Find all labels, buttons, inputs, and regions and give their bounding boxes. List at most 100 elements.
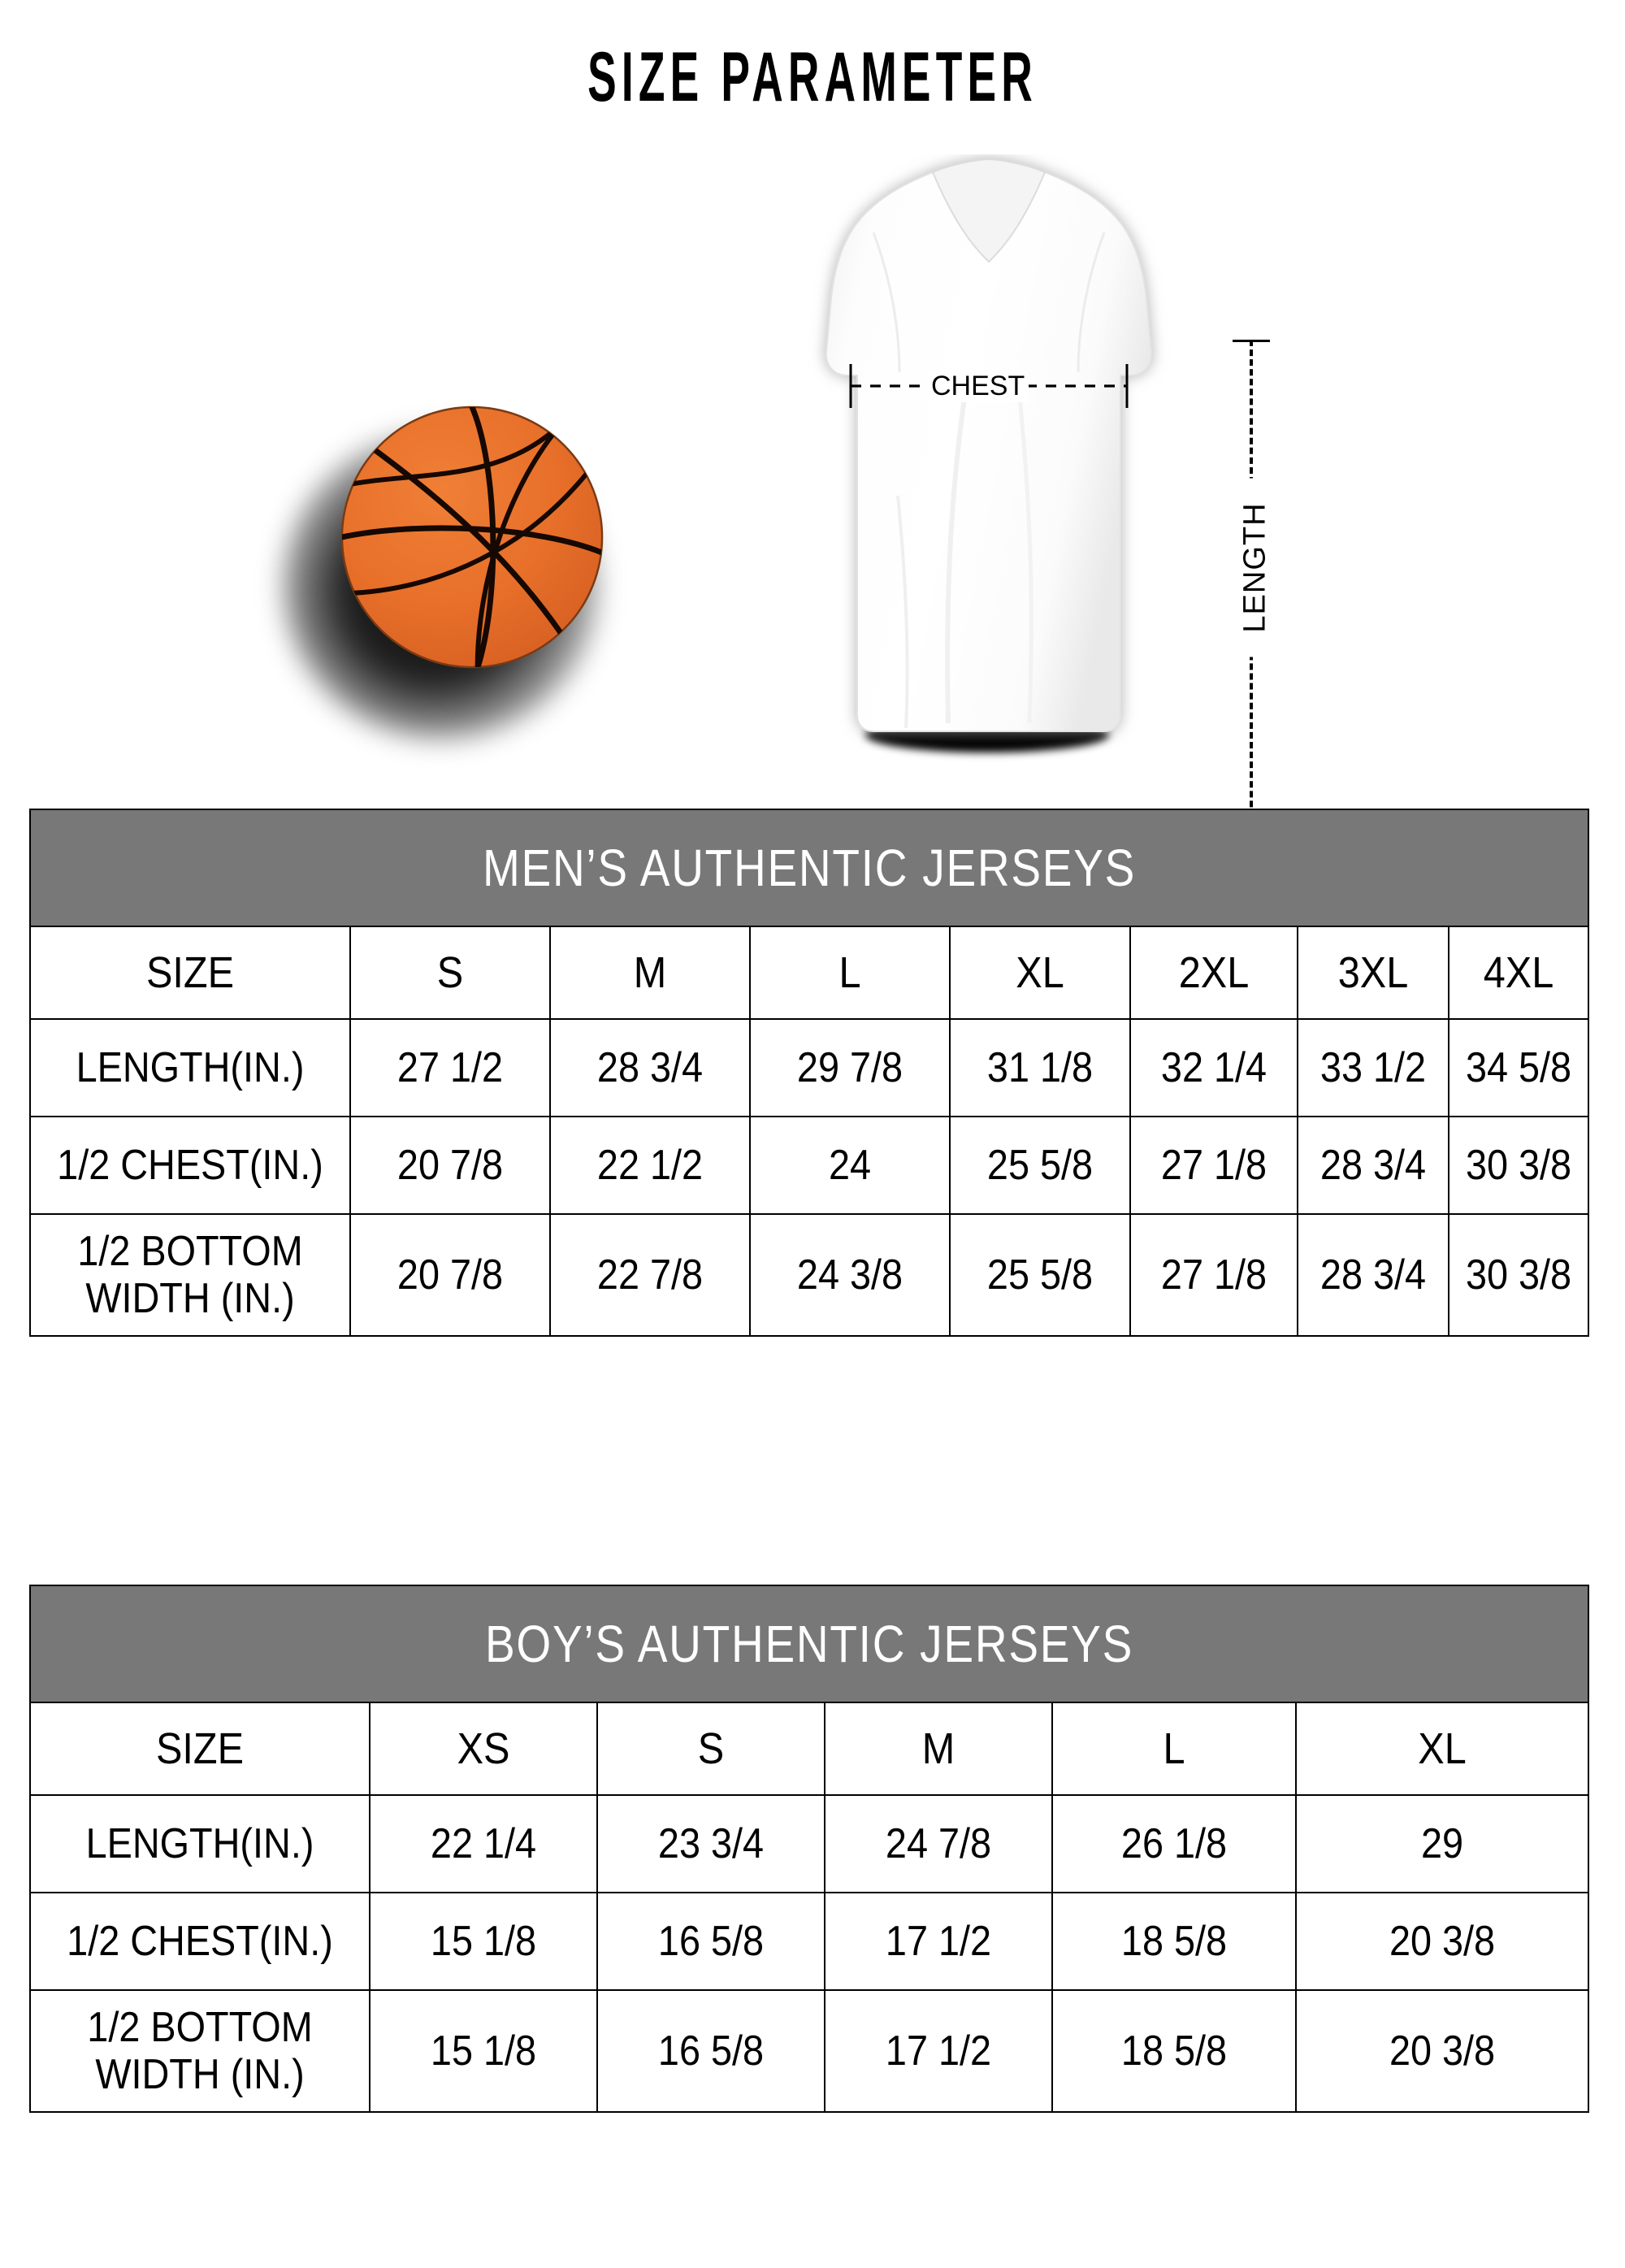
boys-cell-value: 22 1/4: [430, 1820, 537, 1867]
mens-table-band-row: MEN’S AUTHENTIC JERSEYS: [28, 809, 1590, 927]
boys-row-label-line2: WIDTH (IN.): [95, 2051, 305, 2098]
table-cell: 20 7/8: [349, 1116, 551, 1215]
boys-table-band-title: BOY’S AUTHENTIC JERSEYS: [484, 1615, 1134, 1673]
mens-row-label-chest: 1/2 CHEST(IN.): [29, 1116, 351, 1215]
table-cell: 16 5/8: [596, 1892, 826, 1991]
table-cell: 26 1/8: [1051, 1794, 1297, 1893]
mens-header-cell: 4XL: [1483, 948, 1554, 997]
boys-header-cell: M: [921, 1724, 956, 1773]
table-cell: 17 1/2: [824, 1892, 1053, 1991]
table-cell: 24: [749, 1116, 951, 1215]
mens-cell-value: 30 3/8: [1465, 1251, 1572, 1299]
boys-col-header-m: M: [824, 1702, 1053, 1796]
table-cell: 25 5/8: [949, 1213, 1131, 1337]
mens-cell-value: 30 3/8: [1465, 1142, 1572, 1189]
mens-cell-value: 29 7/8: [796, 1044, 904, 1091]
boys-cell-value: 16 5/8: [657, 2027, 765, 2075]
basketball-icon: [340, 405, 604, 669]
table-cell: 32 1/4: [1129, 1018, 1298, 1117]
boys-cell-value: 15 1/8: [430, 2027, 537, 2075]
boys-col-header-s: S: [596, 1702, 826, 1796]
table-row: 1/2 CHEST(IN.) 15 1/8 16 5/8 17 1/2 18 5…: [29, 1892, 1590, 1991]
boys-cell-value: 17 1/2: [885, 1918, 992, 1965]
chest-dimension-label: CHEST: [927, 371, 1029, 402]
mens-col-header-s: S: [349, 926, 551, 1020]
table-cell: 22 1/4: [369, 1794, 598, 1893]
table-cell: 18 5/8: [1051, 1989, 1297, 2113]
mens-cell-value: 24: [828, 1142, 872, 1189]
mens-col-header-3xl: 3XL: [1297, 926, 1450, 1020]
boys-cell-value: 18 5/8: [1120, 2027, 1228, 2075]
boys-header-row: SIZE XS S M L XL: [29, 1702, 1590, 1796]
table-cell: 16 5/8: [596, 1989, 826, 2113]
mens-header-cell: 3XL: [1337, 948, 1409, 997]
mens-header-row: SIZE S M L XL 2XL 3XL 4XL: [29, 926, 1590, 1020]
mens-col-header-m: M: [549, 926, 751, 1020]
table-cell: 20 7/8: [349, 1213, 551, 1337]
table-cell: 29: [1294, 1794, 1590, 1893]
mens-cell-value: 32 1/4: [1160, 1044, 1268, 1091]
mens-row-label-length: LENGTH(IN.): [29, 1018, 351, 1117]
mens-cell-value: 31 1/8: [986, 1044, 1094, 1091]
length-dimension-label: LENGTH: [1234, 478, 1276, 657]
table-cell: 27 1/8: [1129, 1116, 1298, 1215]
table-cell: 17 1/2: [824, 1989, 1053, 2113]
boys-cell-value: 17 1/2: [885, 2027, 992, 2075]
table-cell: 30 3/8: [1447, 1116, 1590, 1215]
mens-cell-value: 28 3/4: [596, 1044, 704, 1091]
mens-cell-value: 34 5/8: [1465, 1044, 1572, 1091]
mens-cell-value: 25 5/8: [986, 1251, 1094, 1299]
mens-cell-value: 25 5/8: [986, 1142, 1094, 1189]
basketball-graphic: [283, 398, 650, 739]
boys-size-table: BOY’S AUTHENTIC JERSEYS SIZE XS S M L XL…: [28, 1585, 1590, 2113]
mens-header-cell: M: [633, 948, 667, 997]
table-cell: 28 3/4: [1297, 1116, 1450, 1215]
table-cell: 22 7/8: [549, 1213, 751, 1337]
mens-header-cell: XL: [1016, 948, 1064, 997]
table-cell: 31 1/8: [949, 1018, 1131, 1117]
mens-cell-value: 28 3/4: [1320, 1142, 1427, 1189]
mens-cell-value: 22 7/8: [596, 1251, 704, 1299]
mens-col-header-xl: XL: [949, 926, 1131, 1020]
mens-header-cell: L: [838, 948, 861, 997]
mens-cell-value: 20 7/8: [396, 1142, 504, 1189]
mens-col-header-size: SIZE: [29, 926, 351, 1020]
table-cell: 15 1/8: [369, 1989, 598, 2113]
mens-cell-value: 27 1/2: [396, 1044, 504, 1091]
illustration-area: CHEST LENGTH: [0, 154, 1625, 886]
table-row: 1/2 BOTTOM WIDTH (IN.) 15 1/8 16 5/8 17 …: [29, 1989, 1590, 2113]
boys-cell-value: 20 3/8: [1389, 2027, 1496, 2075]
table-cell: 15 1/8: [369, 1892, 598, 1991]
mens-row-label-bottom-width: 1/2 BOTTOM WIDTH (IN.): [29, 1213, 351, 1337]
table-cell: 34 5/8: [1447, 1018, 1590, 1117]
page-title: SIZE PARAMETER: [587, 38, 1038, 116]
mens-cell-value: 27 1/8: [1160, 1142, 1268, 1189]
boys-cell-value: 23 3/4: [657, 1820, 765, 1867]
boys-cell-value: 24 7/8: [885, 1820, 992, 1867]
table-cell: 24 7/8: [824, 1794, 1053, 1893]
boys-row-label-bottom-width: 1/2 BOTTOM WIDTH (IN.): [29, 1989, 370, 2113]
boys-header-cell: S: [697, 1724, 725, 1773]
boys-cell-value: 29: [1420, 1820, 1464, 1867]
mens-row-label: LENGTH(IN.): [76, 1044, 305, 1091]
mens-table-band-title: MEN’S AUTHENTIC JERSEYS: [482, 839, 1137, 897]
boys-row-label: LENGTH(IN.): [85, 1820, 314, 1867]
mens-size-table: MEN’S AUTHENTIC JERSEYS SIZE S M L XL 2X…: [28, 809, 1590, 1337]
table-cell: 30 3/8: [1447, 1213, 1590, 1337]
basketball-jersey-icon: [825, 158, 1153, 732]
mens-cell-value: 27 1/8: [1160, 1251, 1268, 1299]
boys-cell-value: 20 3/8: [1389, 1918, 1496, 1965]
table-cell: 23 3/4: [596, 1794, 826, 1893]
boys-cell-value: 15 1/8: [430, 1918, 537, 1965]
table-cell: 18 5/8: [1051, 1892, 1297, 1991]
boys-header-cell: XS: [457, 1724, 510, 1773]
boys-row-label: 1/2 CHEST(IN.): [67, 1918, 333, 1965]
boys-row-label-chest: 1/2 CHEST(IN.): [29, 1892, 370, 1991]
table-cell: 29 7/8: [749, 1018, 951, 1117]
jersey-graphic: CHEST: [776, 154, 1198, 756]
boys-col-header-xs: XS: [369, 1702, 598, 1796]
boys-table-band: BOY’S AUTHENTIC JERSEYS: [28, 1585, 1590, 1703]
mens-cell-value: 28 3/4: [1320, 1251, 1427, 1299]
boys-row-label-length: LENGTH(IN.): [29, 1794, 370, 1893]
mens-header-cell: S: [436, 948, 464, 997]
